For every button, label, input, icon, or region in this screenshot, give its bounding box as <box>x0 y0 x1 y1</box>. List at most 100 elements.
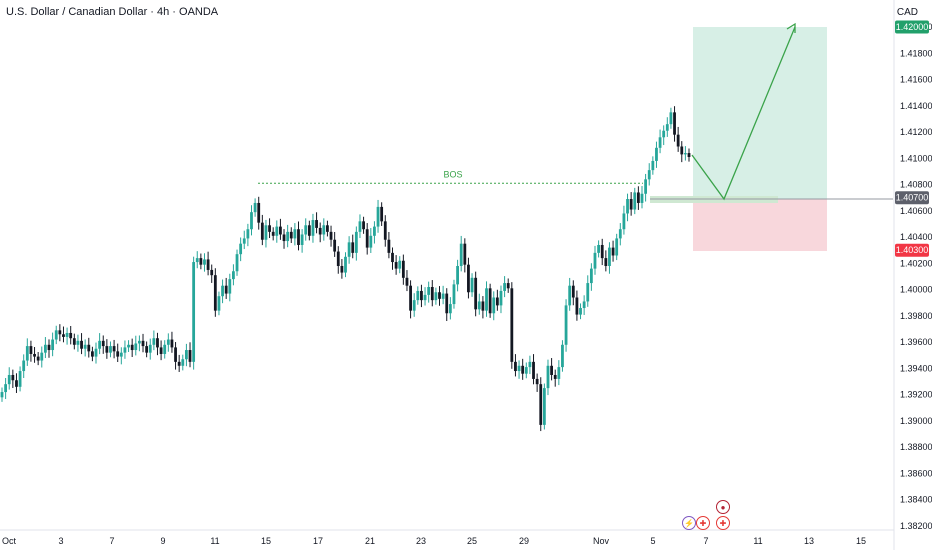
x-tick-label: 3 <box>58 536 63 546</box>
candle <box>586 275 590 307</box>
y-tick-label: 1.41200 <box>900 127 932 137</box>
x-tick-label: 21 <box>365 536 375 546</box>
candle <box>145 341 149 358</box>
candle <box>333 231 337 257</box>
x-tick-label: Oct <box>2 536 17 546</box>
candle <box>452 279 456 309</box>
svg-text:1.40700: 1.40700 <box>896 193 929 203</box>
candle <box>257 196 261 230</box>
candle <box>492 291 496 321</box>
x-tick-label: 11 <box>753 536 762 546</box>
candle <box>593 245 597 275</box>
candle <box>83 339 87 357</box>
svg-text:1.40300: 1.40300 <box>896 245 929 255</box>
y-tick-label: 1.41000 <box>900 153 932 163</box>
candle <box>412 293 416 317</box>
candle <box>430 280 434 307</box>
ca-flag-icon[interactable]: ✚ <box>696 516 710 530</box>
candle <box>546 359 550 396</box>
candle <box>564 299 568 352</box>
candle <box>174 342 177 370</box>
candle <box>235 249 239 276</box>
flash-icon[interactable]: ⚡ <box>682 516 696 530</box>
candle <box>481 296 485 319</box>
candle <box>351 234 355 259</box>
candle <box>409 280 412 319</box>
price-badge-stop: 1.40300 <box>895 243 929 257</box>
candle <box>76 334 80 352</box>
candle <box>15 373 18 393</box>
candle <box>156 332 159 356</box>
candle <box>109 341 112 358</box>
candle <box>539 377 543 432</box>
price-badge-target: 1.42000 <box>895 20 929 34</box>
candle <box>224 277 228 299</box>
candle <box>250 205 253 236</box>
currency-label: CAD <box>896 7 918 18</box>
time-axis[interactable]: Oct 3 7 9 11 15 17 21 23 25 29 Nov 5 7 11 13 15 <box>2 536 866 546</box>
candle <box>644 173 648 202</box>
candle <box>651 156 655 175</box>
candle <box>517 360 521 379</box>
ca-flag-icon-2[interactable]: ✚ <box>716 516 730 530</box>
y-tick-label: 1.39600 <box>900 337 932 347</box>
candle <box>36 352 40 366</box>
candle <box>557 360 561 386</box>
candle <box>521 358 525 380</box>
candle <box>260 214 264 246</box>
candle <box>441 285 445 305</box>
candle <box>383 215 387 247</box>
candle <box>25 338 29 366</box>
candle <box>358 214 362 239</box>
chart-title: U.S. Dollar / Canadian Dollar · 4h · OAN… <box>6 6 219 18</box>
candle <box>18 366 22 392</box>
x-tick-label: 29 <box>519 536 529 546</box>
x-tick-label: 15 <box>856 536 866 546</box>
candle <box>112 339 116 359</box>
candle <box>528 355 532 375</box>
candle <box>615 233 619 261</box>
candle <box>445 288 449 322</box>
y-tick-label: 1.39400 <box>900 363 932 373</box>
candle <box>662 125 666 146</box>
candle <box>293 223 297 246</box>
price-axis[interactable]: 1.420001.418001.416001.414001.412001.410… <box>900 22 932 531</box>
x-tick-label: 15 <box>261 536 271 546</box>
candle <box>116 343 120 362</box>
candle <box>535 373 539 392</box>
candle <box>315 212 318 234</box>
candle <box>398 256 402 274</box>
candle <box>43 337 47 359</box>
y-tick-label: 1.38200 <box>900 521 932 531</box>
candle <box>282 229 286 249</box>
y-tick-label: 1.39000 <box>900 416 932 426</box>
candle <box>604 250 608 272</box>
candle <box>195 251 199 269</box>
y-tick-label: 1.40400 <box>900 232 932 242</box>
candle <box>62 326 65 343</box>
y-tick-label: 1.40000 <box>900 285 932 295</box>
y-tick-label: 1.40800 <box>900 180 932 190</box>
candle <box>322 218 326 241</box>
candle <box>51 332 55 357</box>
y-tick-label: 1.40600 <box>900 206 932 216</box>
candle <box>242 230 246 250</box>
candle <box>495 289 499 311</box>
candle <box>669 107 673 129</box>
candle <box>463 238 467 273</box>
y-tick-label: 1.41400 <box>900 101 932 111</box>
us-flag-icon[interactable]: ● <box>716 500 730 514</box>
candle <box>7 367 11 390</box>
candle <box>391 247 394 270</box>
candle <box>401 254 405 285</box>
candle <box>232 264 235 286</box>
candle <box>268 218 271 239</box>
candle <box>286 224 290 248</box>
candle <box>166 333 170 352</box>
candle <box>647 163 651 186</box>
candle <box>470 273 474 297</box>
x-tick-label: Nov <box>593 536 610 546</box>
candle <box>488 283 492 318</box>
x-tick-label: 23 <box>416 536 426 546</box>
